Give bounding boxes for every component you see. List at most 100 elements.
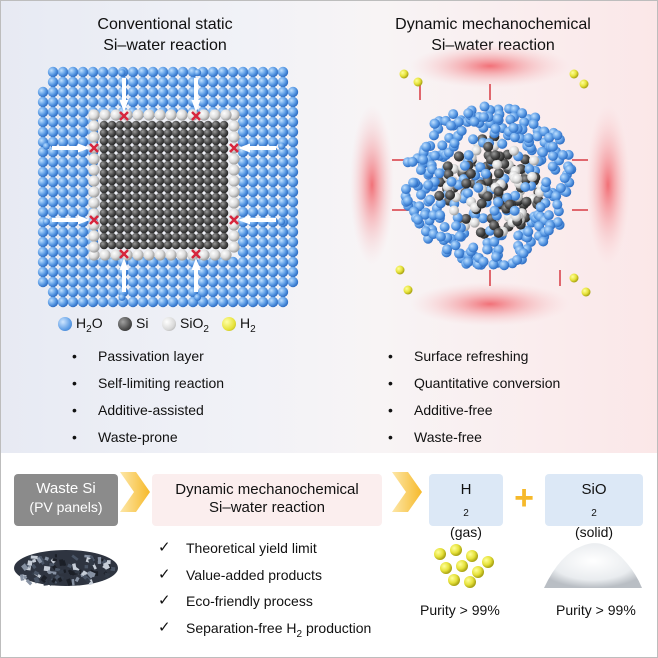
silicon-atom (163, 240, 173, 250)
water-molecule (37, 96, 49, 108)
silicon-atom (171, 200, 181, 210)
silicon-atom (139, 192, 149, 202)
silicon-atom (195, 232, 205, 242)
water-molecule (37, 156, 49, 168)
water-molecule (237, 186, 249, 198)
water-molecule (137, 266, 149, 278)
silicon-atom (211, 208, 221, 218)
water-molecule (448, 109, 459, 120)
water-molecule (478, 213, 489, 224)
water-molecule (77, 226, 89, 238)
silicon-atom (155, 152, 165, 162)
water-molecule (57, 186, 69, 198)
water-molecule (535, 202, 546, 213)
silicon-atom (123, 184, 133, 194)
water-molecule (237, 136, 249, 148)
silica-particle (88, 230, 100, 242)
water-molecule (267, 66, 279, 78)
water-molecule (475, 162, 486, 173)
water-molecule (287, 216, 299, 228)
water-molecule (77, 256, 89, 268)
silicon-atom (99, 240, 109, 250)
hydrogen-molecule (579, 79, 589, 89)
list-item: ✓ Eco-friendly process (158, 592, 313, 609)
water-molecule (237, 66, 249, 78)
water-molecule (207, 76, 219, 88)
water-molecule (67, 106, 79, 118)
process-flow-graphics (14, 472, 642, 588)
silica-particle (471, 145, 482, 156)
water-molecule (267, 186, 279, 198)
hydrogen-molecule (403, 285, 413, 295)
water-molecule (47, 126, 59, 138)
silicon-atom (171, 168, 181, 178)
water-molecule (77, 156, 89, 168)
water-molecule (287, 246, 299, 258)
silicon-atom (107, 176, 117, 186)
list-item: ✓ Separation-free H2 production (158, 618, 372, 640)
silicon-atom (139, 208, 149, 218)
water-molecule (412, 214, 423, 225)
silica-particle (88, 153, 100, 165)
silicon-shard (33, 570, 40, 576)
silicon-atom (195, 128, 205, 138)
water-molecule (277, 236, 289, 248)
water-molecule (257, 206, 269, 218)
silicon-atom (211, 184, 221, 194)
silicon-atom (131, 240, 141, 250)
silicon-shard (30, 555, 38, 559)
water-molecule (227, 86, 239, 98)
silicon-atom (219, 200, 229, 210)
silicon-atom (155, 184, 165, 194)
silicon-atom (171, 232, 181, 242)
silicon-atom (131, 200, 141, 210)
water-molecule (67, 136, 79, 148)
water-molecule (37, 246, 49, 258)
water-molecule (437, 140, 448, 151)
silicon-atom (139, 128, 149, 138)
silicon-atom (195, 184, 205, 194)
silicon-atom (99, 192, 109, 202)
water-molecule (207, 276, 219, 288)
water-molecule (247, 256, 259, 268)
water-molecule (237, 266, 249, 278)
water-molecule (207, 66, 219, 78)
water-molecule (552, 130, 563, 141)
water-molecule (537, 147, 548, 158)
water-molecule (207, 286, 219, 298)
arrowhead (191, 258, 201, 270)
silicon-atom (139, 160, 149, 170)
silicon-atom (203, 200, 213, 210)
silicon-shard (37, 572, 43, 578)
blocked-x-icon (89, 143, 99, 153)
silicon-atom (163, 152, 173, 162)
water-molecule (107, 266, 119, 278)
silicon-atom (179, 216, 189, 226)
water-molecule (446, 176, 457, 187)
water-molecule (47, 176, 59, 188)
water-molecule (418, 154, 429, 165)
silicon-shard (66, 578, 73, 587)
silicon-shard (51, 578, 56, 584)
silicon-atom (163, 216, 173, 226)
water-molecule (237, 166, 249, 178)
silicon-shard (49, 562, 55, 567)
water-molecule (257, 116, 269, 128)
water-molecule (277, 206, 289, 218)
silica-particle (220, 109, 232, 121)
silicon-atom (163, 176, 173, 186)
water-molecule (277, 226, 289, 238)
water-molecule (77, 296, 89, 308)
silicon-atom (211, 128, 221, 138)
water-molecule (247, 176, 259, 188)
silicon-atom (187, 168, 197, 178)
silicon-atom (187, 232, 197, 242)
water-molecule (67, 256, 79, 268)
silicon-atom (123, 240, 133, 250)
milling-ball-top (410, 44, 570, 88)
silicon-shard (74, 576, 80, 583)
silicon-shard (59, 559, 64, 567)
water-molecule (87, 96, 99, 108)
water-molecule (469, 116, 480, 127)
water-molecule (87, 276, 99, 288)
